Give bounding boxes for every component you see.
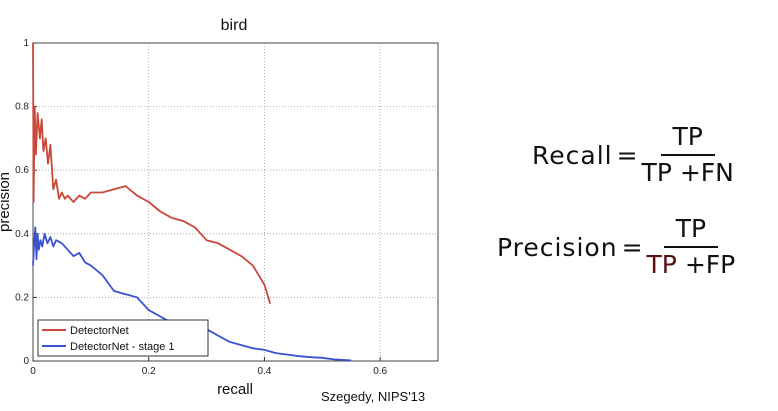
precision-den-fp: +FP: [684, 250, 736, 279]
legend-box: [37, 319, 209, 357]
citation: Szegedy, NIPS'13: [321, 389, 426, 404]
axis-ticks: 0 0.2 0.4 0.6 0 0.2 0.4 0.6 0.8 1: [15, 38, 387, 377]
precision-recall-chart: bird 0 0.2 0.4 0.6 0 0.2 0.4 0.6 0.8 1 recall pre…: [0, 17, 439, 398]
y-tick-label: 0.4: [15, 229, 29, 240]
x-tick-label: 0: [30, 366, 36, 377]
equals-sign: =: [621, 232, 643, 262]
series-line-detectornet-stage1: [32, 226, 352, 362]
series-line-detectornet: [32, 42, 272, 305]
chart-title: bird: [221, 17, 248, 34]
legend-label-detectornet-stage1: DetectorNet - stage 1: [70, 341, 175, 353]
precision-den-tp: TP: [646, 250, 677, 279]
x-axis-title: recall: [217, 381, 253, 398]
recall-numerator: TP: [660, 122, 715, 156]
plot-area: [32, 42, 439, 362]
recall-fraction: TP TP +FN: [642, 122, 734, 188]
recall-den-fn: +FN: [679, 158, 734, 187]
y-tick-label: 0.2: [15, 292, 29, 303]
precision-numerator: TP: [663, 214, 719, 248]
y-tick-label: 0.6: [15, 165, 29, 176]
y-tick-label: 0: [23, 356, 29, 367]
recall-formula: Recall = TP TP +FN: [532, 122, 734, 188]
x-tick-label: 0.6: [373, 366, 387, 377]
y-tick-label: 1: [23, 38, 29, 49]
precision-fraction: TP TP +FP: [647, 214, 736, 280]
x-tick-label: 0.4: [257, 366, 271, 377]
legend: DetectorNet DetectorNet - stage 1: [37, 319, 209, 357]
recall-denominator: TP +FN: [642, 156, 734, 188]
series-lines: [32, 42, 352, 362]
x-tick-label: 0.2: [142, 366, 156, 377]
precision-label: Precision: [497, 232, 618, 262]
equals-sign: =: [616, 140, 638, 170]
legend-label-detectornet: DetectorNet: [70, 325, 129, 337]
precision-formula: Precision = TP TP +FP: [497, 214, 735, 280]
y-axis-title: precision: [0, 172, 13, 232]
recall-den-tp: TP: [641, 158, 672, 187]
precision-denominator: TP +FP: [647, 248, 736, 280]
y-tick-label: 0.8: [15, 102, 29, 113]
recall-label: Recall: [532, 140, 613, 170]
